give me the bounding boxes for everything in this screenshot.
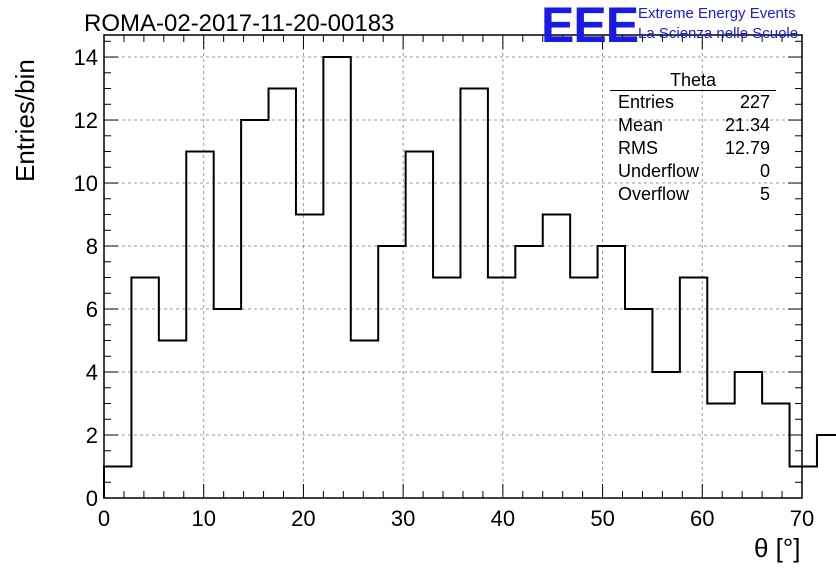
stats-title: Theta xyxy=(610,70,776,91)
stats-row-underflow: Underflow 0 xyxy=(610,160,776,183)
histogram-bin xyxy=(817,435,836,498)
histogram-bin xyxy=(543,215,570,498)
histogram-outline xyxy=(103,56,836,498)
stats-row-rms: RMS 12.79 xyxy=(610,137,776,160)
x-tick-label: 30 xyxy=(391,506,415,531)
y-tick-label: 4 xyxy=(86,360,98,385)
histogram-bin xyxy=(186,152,213,498)
y-tick-label: 2 xyxy=(86,423,98,448)
stats-row-mean: Mean 21.34 xyxy=(610,114,776,137)
stats-box: Theta Entries 227 Mean 21.34 RMS 12.79 U… xyxy=(610,70,776,206)
y-tick-label: 8 xyxy=(86,234,98,259)
stats-label: Entries xyxy=(618,92,675,112)
x-tick-label: 50 xyxy=(590,506,614,531)
x-axis-label: θ [°] xyxy=(754,533,801,563)
eee-logo-line2: La Scienza nelle Scuole xyxy=(638,25,799,42)
stats-row-overflow: Overflow 5 xyxy=(610,183,776,206)
axis-ticks xyxy=(103,35,803,499)
y-tick-label: 12 xyxy=(74,108,98,133)
histogram-bin xyxy=(269,89,296,498)
eee-logo-line1: Extreme Energy Events xyxy=(638,5,796,22)
stats-label: Underflow xyxy=(618,161,700,181)
x-tick-label: 20 xyxy=(291,506,315,531)
x-tick-label: 60 xyxy=(690,506,714,531)
histogram-bin xyxy=(296,215,323,498)
histogram-bin xyxy=(159,341,186,498)
x-tick-label: 10 xyxy=(191,506,215,531)
histogram-bin xyxy=(570,278,597,498)
histogram-bin xyxy=(680,278,707,498)
histogram-bin xyxy=(488,278,515,498)
stats-value: 5 xyxy=(759,184,770,204)
stats-label: Mean xyxy=(618,115,664,135)
histogram-bin xyxy=(460,89,487,498)
x-tick-label: 40 xyxy=(491,506,515,531)
y-tick-label: 14 xyxy=(74,45,98,70)
run-title: ROMA-02-2017-11-20-00183 xyxy=(84,10,395,37)
histogram-bin xyxy=(406,152,433,498)
y-axis-label: Entries/bin xyxy=(10,59,40,182)
histogram-bin xyxy=(131,278,158,498)
grid-lines xyxy=(104,35,802,498)
stats-value: 21.34 xyxy=(724,115,770,135)
histogram-bin xyxy=(625,309,652,498)
plot-frame xyxy=(103,34,803,499)
histogram-bin xyxy=(790,467,817,498)
stats-value: 0 xyxy=(759,161,770,181)
histogram-bars xyxy=(103,56,836,498)
stats-value: 227 xyxy=(739,92,770,112)
histogram-bin xyxy=(323,57,350,498)
y-tick-label: 10 xyxy=(74,171,98,196)
histogram-bin xyxy=(214,309,241,498)
histogram-bin xyxy=(762,404,789,498)
x-tick-label: 70 xyxy=(790,506,814,531)
x-tick-label: 0 xyxy=(98,506,110,531)
y-tick-label: 0 xyxy=(86,486,98,511)
eee-logo: EEE xyxy=(541,0,639,53)
stats-value: 12.79 xyxy=(724,138,770,158)
stats-label: RMS xyxy=(618,138,658,158)
stats-label: Overflow xyxy=(618,184,690,204)
y-tick-label: 6 xyxy=(86,297,98,322)
histogram-bin xyxy=(351,341,378,498)
stats-row-entries: Entries 227 xyxy=(610,91,776,114)
histogram-bin xyxy=(707,404,734,498)
histogram-bin xyxy=(433,278,460,498)
